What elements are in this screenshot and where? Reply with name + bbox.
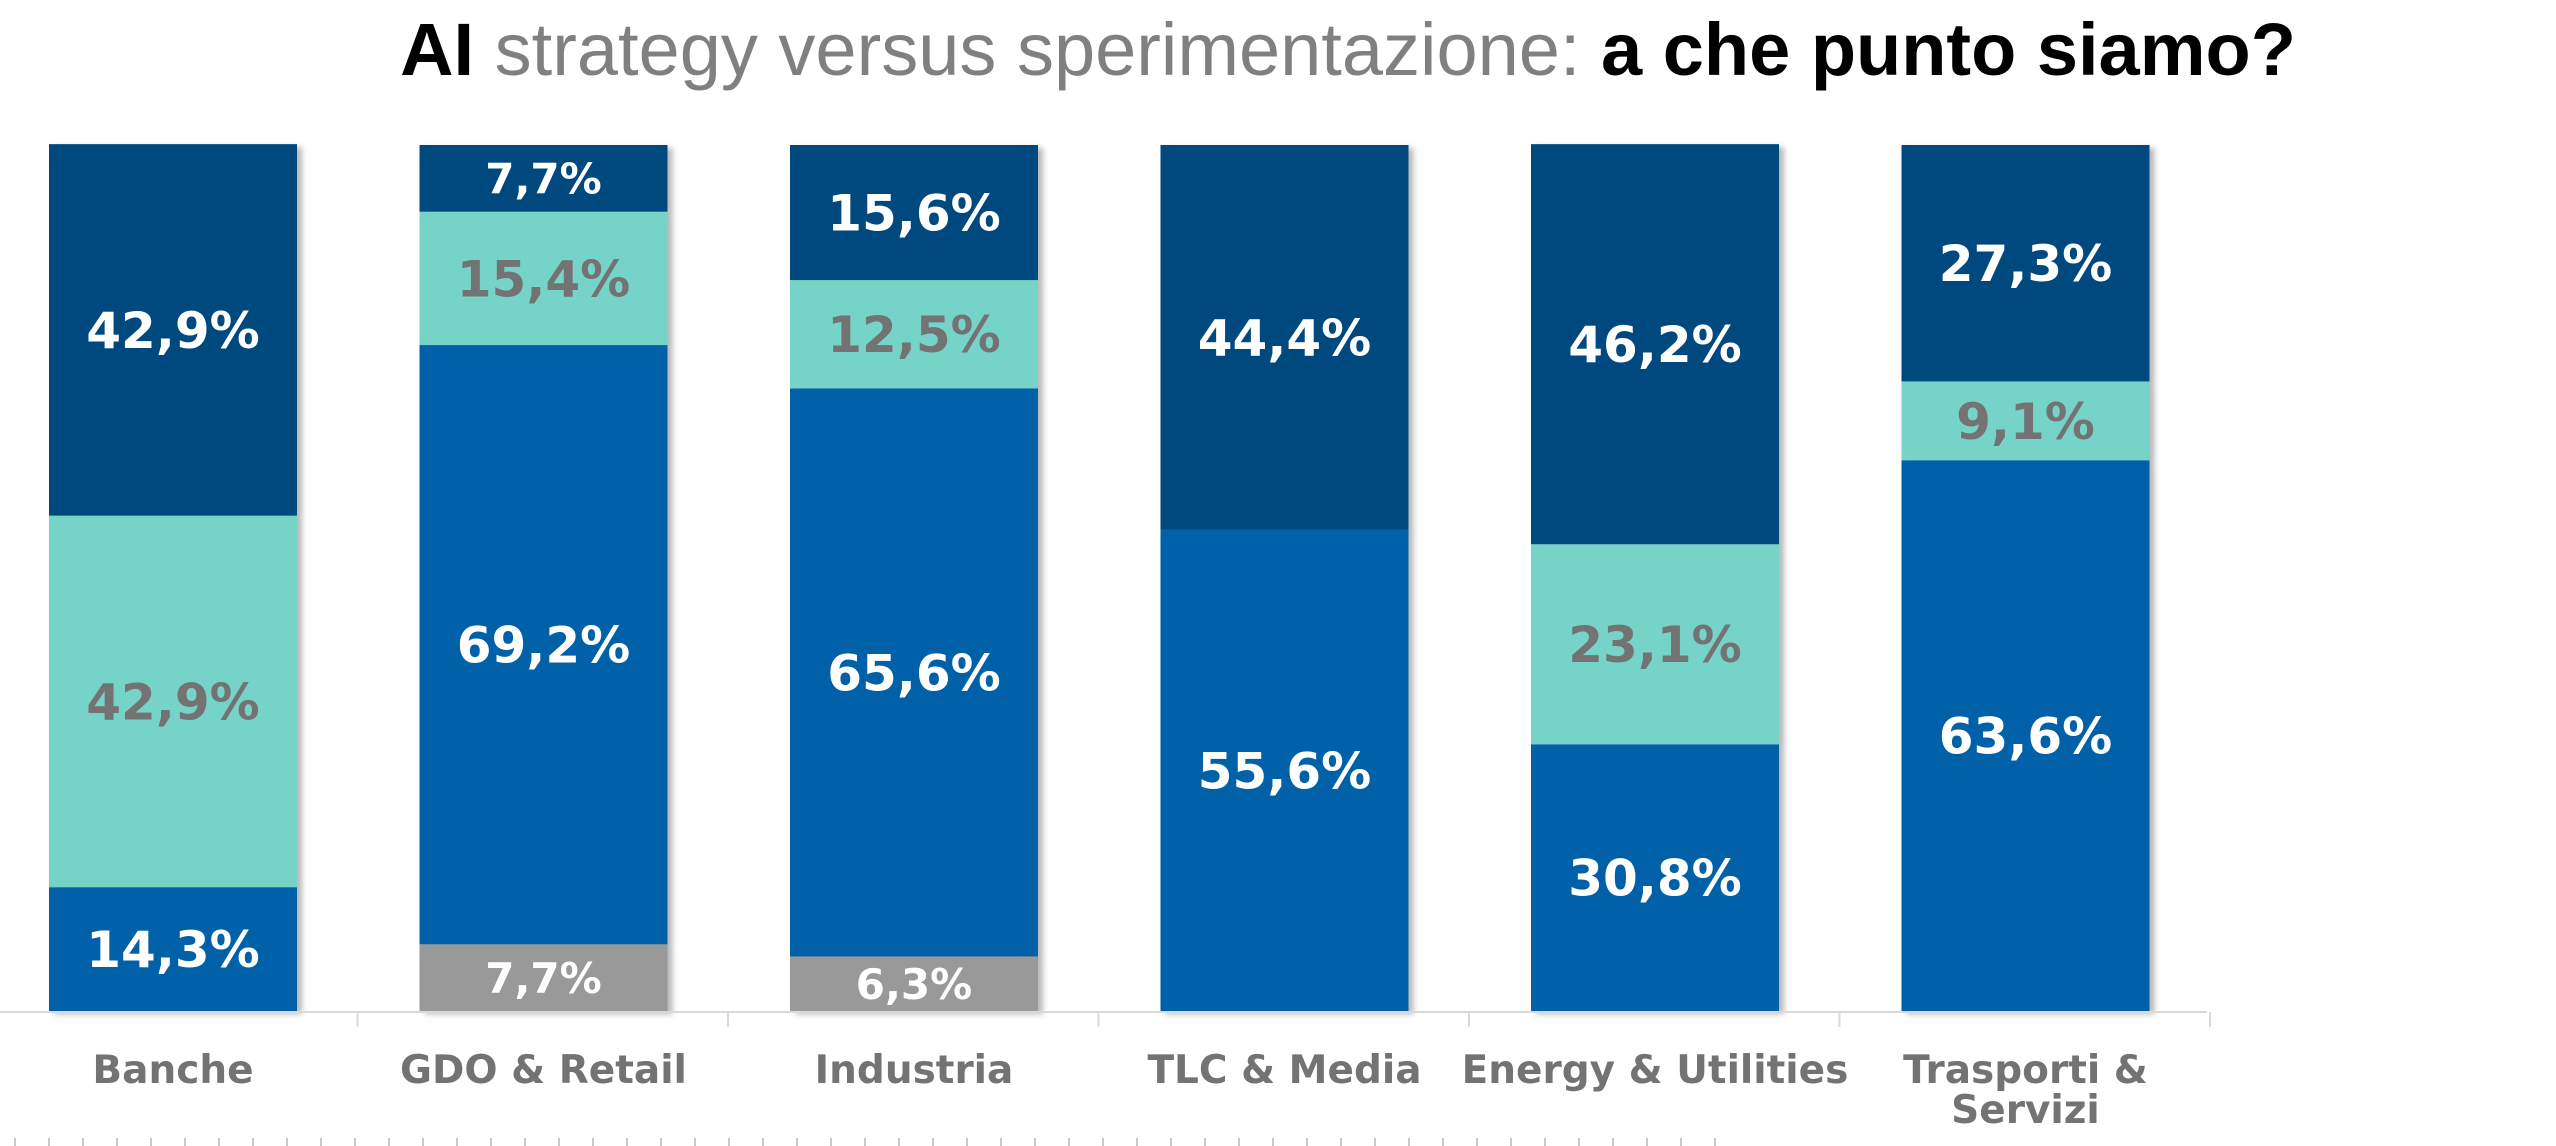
data-label-blue: 69,2% — [457, 617, 630, 675]
bar-1 — [49, 144, 297, 1011]
category-label: TLC & Media — [1147, 1048, 1421, 1093]
category-label: GDO & Retail — [400, 1048, 687, 1093]
data-label-teal: 23,1% — [1568, 616, 1741, 674]
bar-segment-gray — [419, 944, 668, 1011]
bar-segment-blue — [1531, 744, 1779, 1011]
category-label: Energy & Utilities — [1462, 1048, 1849, 1093]
data-label-navy: 7,7% — [485, 154, 601, 203]
title-part-ai: AI — [400, 8, 475, 91]
category-label: Trasporti & — [1903, 1048, 2148, 1093]
bar-4 — [1160, 145, 1409, 1011]
bar-segment-blue — [1901, 460, 2150, 1011]
data-label-navy: 15,6% — [827, 185, 1000, 243]
bar-segment-navy — [1531, 144, 1779, 545]
data-label-blue: 14,3% — [86, 921, 259, 979]
data-label-blue: 55,6% — [1198, 742, 1371, 800]
bar-segment-blue — [49, 887, 297, 1011]
bar-segment-navy — [790, 145, 1038, 281]
category-label: Banche — [92, 1048, 253, 1093]
category-label: Industria — [815, 1048, 1014, 1093]
data-label-gray: 6,3% — [856, 960, 972, 1009]
data-label-blue: 65,6% — [827, 644, 1000, 702]
category-label: Servizi — [1951, 1088, 2100, 1133]
bar-segment-navy — [1160, 145, 1409, 530]
data-label-teal: 12,5% — [827, 306, 1000, 364]
bar-segment-teal — [1901, 381, 2150, 461]
data-label-blue: 63,6% — [1939, 708, 2112, 766]
data-label-navy: 44,4% — [1198, 309, 1371, 367]
data-label-gray: 7,7% — [485, 954, 601, 1003]
chart-title: AI strategy versus sperimentazione: a ch… — [0, 0, 2556, 100]
bar-5 — [1531, 144, 1779, 1011]
bar-segment-gray — [790, 956, 1038, 1011]
bar-6 — [1901, 145, 2150, 1011]
bar-segment-navy — [1901, 145, 2150, 382]
data-label-navy: 46,2% — [1568, 316, 1741, 374]
bar-segment-teal — [1531, 544, 1779, 745]
bar-segment-navy — [49, 144, 297, 516]
bar-segment-teal — [49, 515, 297, 888]
bar-segment-teal — [419, 211, 668, 346]
clipped-caption-text-fragment — [0, 1138, 1720, 1146]
bar-segment-teal — [790, 280, 1038, 389]
bar-3 — [790, 145, 1038, 1011]
bar-segment-blue — [419, 345, 668, 945]
category-labels-group: Banche GDO & Retail Industria TLC & Media En… — [92, 1048, 2147, 1133]
data-label-navy: 42,9% — [86, 302, 259, 360]
data-label-navy: 27,3% — [1939, 235, 2112, 293]
data-label-blue: 30,8% — [1568, 850, 1741, 908]
data-label-teal: 42,9% — [86, 673, 259, 731]
title-part-question: a che punto siamo? — [1601, 8, 2296, 91]
bar-segment-navy — [419, 145, 668, 212]
data-label-teal: 15,4% — [457, 250, 630, 308]
data-labels-group: 14,3% 42,9% 42,9% 7,7% 69,2% 15,4% 7,7% 6,3% 65,… — [86, 154, 2112, 1008]
bars-group — [49, 144, 2150, 1011]
clipped-caption — [0, 1126, 1720, 1146]
title-part-strategy: strategy versus sperimentazione: — [474, 8, 1602, 91]
bar-2 — [419, 145, 668, 1011]
data-label-teal: 9,1% — [1956, 393, 2095, 451]
bar-segment-blue — [790, 388, 1038, 957]
bar-segment-blue — [1160, 529, 1409, 1011]
x-axis — [0, 1011, 2211, 1027]
